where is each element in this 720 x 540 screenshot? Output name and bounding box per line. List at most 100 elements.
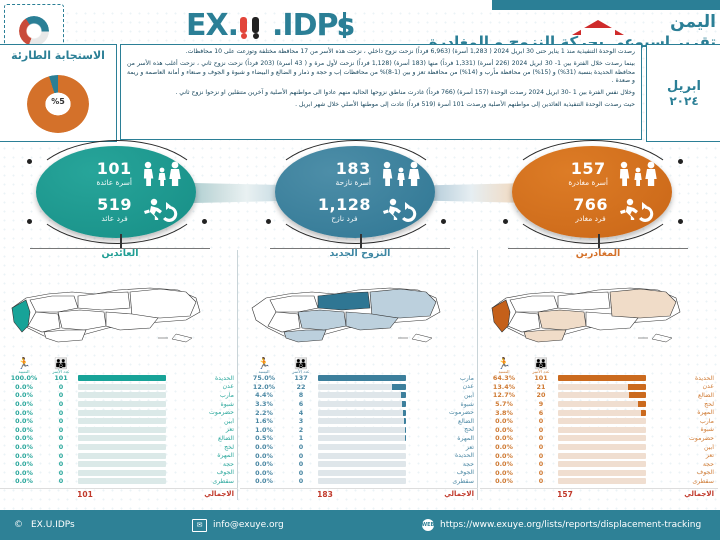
row-count: 0: [58, 451, 64, 460]
row-governorate-label: أبين: [463, 391, 474, 399]
row-percent: 0.0%: [495, 468, 513, 477]
row-bar: [318, 452, 406, 459]
table-header-row: 👪 عدد الأسر 🏃 النسبة: [240, 356, 478, 374]
footer-email[interactable]: ✉ info@exuye.org: [192, 518, 422, 532]
footer-copyright-text: EX.U.IDPs: [31, 520, 75, 530]
table-row: الضالع 3 1.6%: [240, 417, 478, 426]
row-bar: [78, 469, 166, 476]
emergency-donut-chart: [27, 75, 89, 133]
table-new-displacement: 👪 عدد الأسر 🏃 النسبة مأرب 137 75.0% عدن 22 12…: [240, 356, 478, 502]
narrative-paragraph-4: حيث رصدت الوحدة التنفيذية العائدين إلى م…: [295, 101, 635, 109]
row-bar-fill: [628, 392, 646, 399]
row-governorate-label: الضالع: [457, 417, 474, 425]
row-count: 0: [58, 434, 64, 443]
row-count: 22: [296, 382, 306, 391]
table-row: أبين 8 4.4%: [240, 391, 478, 400]
row-count: 0: [58, 460, 64, 469]
row-bar-fill: [391, 383, 406, 390]
row-count: 0: [538, 477, 544, 486]
row-count: 0: [538, 434, 544, 443]
row-percent: 0.0%: [15, 382, 33, 391]
row-bar-fill: [404, 426, 406, 433]
section-label-row: العائدين النزوح الجديد المغادرين: [0, 234, 720, 269]
kpi-bubble-returnees[interactable]: 101 أسرة عائدة: [36, 146, 196, 238]
table-row: عدن 22 12.0%: [240, 383, 478, 392]
table-row: شبوة 0 0.0%: [0, 400, 238, 409]
families-header-icon: 👪 عدد الأسر: [292, 356, 310, 374]
row-governorate-label: حجة: [462, 460, 474, 468]
row-bar: [318, 461, 406, 468]
table-row: لحج 2 1.0%: [240, 426, 478, 435]
table-row: المهرة 0 0.0%: [0, 451, 238, 460]
count-header-caption: عدد الأسر: [52, 368, 70, 374]
row-bar-fill: [405, 435, 406, 442]
row-governorate-label: المهرة: [457, 434, 474, 442]
row-bar: [78, 426, 166, 433]
row-bar: [558, 426, 646, 433]
returnee-individuals-value: 519: [97, 195, 132, 215]
table-row: سقطرى 0 0.0%: [480, 477, 718, 486]
row-bar: [318, 375, 406, 382]
region-lahj: [283, 329, 327, 343]
row-governorate-label: الحديدة: [214, 374, 234, 382]
row-bar: [558, 375, 646, 382]
row-percent: 5.7%: [495, 400, 513, 409]
row-count: 2: [298, 425, 304, 434]
table-row: لحج 9 5.7%: [480, 400, 718, 409]
brand-suffix: .IDPs: [272, 8, 355, 43]
table-row: عدن 0 0.0%: [0, 383, 238, 392]
table-body: الحديدة 101 64.3% عدن 21 13.4% الضالع 20 12.7% لح…: [480, 374, 718, 486]
row-count: 0: [538, 468, 544, 477]
row-bar-fill: [558, 375, 646, 382]
footer-url[interactable]: WEB https://www.exuye.org/lists/reports/…: [422, 519, 720, 531]
row-bar: [318, 409, 406, 416]
row-governorate-label: عدن: [462, 383, 474, 391]
row-percent: 4.4%: [255, 391, 273, 400]
row-count: 0: [298, 443, 304, 452]
family-icon: [379, 161, 423, 187]
kpi-bubble-new-displacement[interactable]: 183 أسرة نازحة: [275, 146, 435, 238]
row-bar: [558, 392, 646, 399]
percent-header-icon: 🏃 النسبة: [17, 356, 31, 374]
row-percent: 0.0%: [255, 477, 273, 486]
region-light-1: [609, 288, 677, 319]
section-label-text: المغادرين: [575, 248, 621, 259]
returnee-families-value: 101: [96, 159, 132, 179]
row-governorate-label: شبوة: [460, 400, 475, 408]
row-bar: [318, 478, 406, 485]
row-governorate-label: تعز: [465, 443, 474, 451]
row-bar: [78, 392, 166, 399]
section-label-new-displacement: النزوح الجديد: [260, 234, 460, 259]
row-bar: [558, 452, 646, 459]
row-governorate-label: شبوة: [700, 426, 715, 434]
table-row: حضرموت 0 0.0%: [480, 434, 718, 443]
row-governorate-label: المهرة: [217, 452, 234, 460]
row-count: 0: [58, 382, 64, 391]
highlight-governorate-marib: [317, 291, 371, 311]
row-count: 137: [294, 374, 308, 383]
yemen-map-new-displacement: [251, 287, 441, 343]
new-individuals-value: 1,128: [317, 195, 371, 215]
row-percent: 0.0%: [15, 443, 33, 452]
row-bar-fill: [638, 401, 646, 408]
row-bar-fill: [627, 383, 646, 390]
table-row: الضالع 0 0.0%: [0, 434, 238, 443]
table-row: حجة 0 0.0%: [480, 460, 718, 469]
row-governorate-label: عدن: [702, 383, 714, 391]
region-hadramaut: [369, 288, 437, 319]
kpi-bubble-departures[interactable]: 157 أسرة مغادرة: [512, 146, 672, 238]
row-governorate-label: مأرب: [699, 417, 714, 425]
departure-families-value: 157: [570, 159, 606, 179]
table-row: حجة 0 0.0%: [240, 460, 478, 469]
bubble-arc-returnees: [27, 140, 207, 244]
table-row: شبوة 0 0.0%: [480, 426, 718, 435]
table-body: الحديدة 101 100.0% عدن 0 0.0% مأرب 0 0.0% شبوة 0 0.…: [0, 374, 238, 486]
narrative-paragraph-1: رصدت الوحدة التنفيذية منذ 1 يناير حتى 30…: [185, 48, 635, 55]
row-governorate-label: المهرة: [697, 409, 714, 417]
row-percent: 0.0%: [495, 434, 513, 443]
table-row: الحديدة 0 0.0%: [240, 451, 478, 460]
table-row: لحج 0 0.0%: [0, 443, 238, 452]
row-governorate-label: الضالع: [217, 434, 234, 442]
row-percent: 0.0%: [15, 434, 33, 443]
row-count: 0: [58, 400, 64, 409]
